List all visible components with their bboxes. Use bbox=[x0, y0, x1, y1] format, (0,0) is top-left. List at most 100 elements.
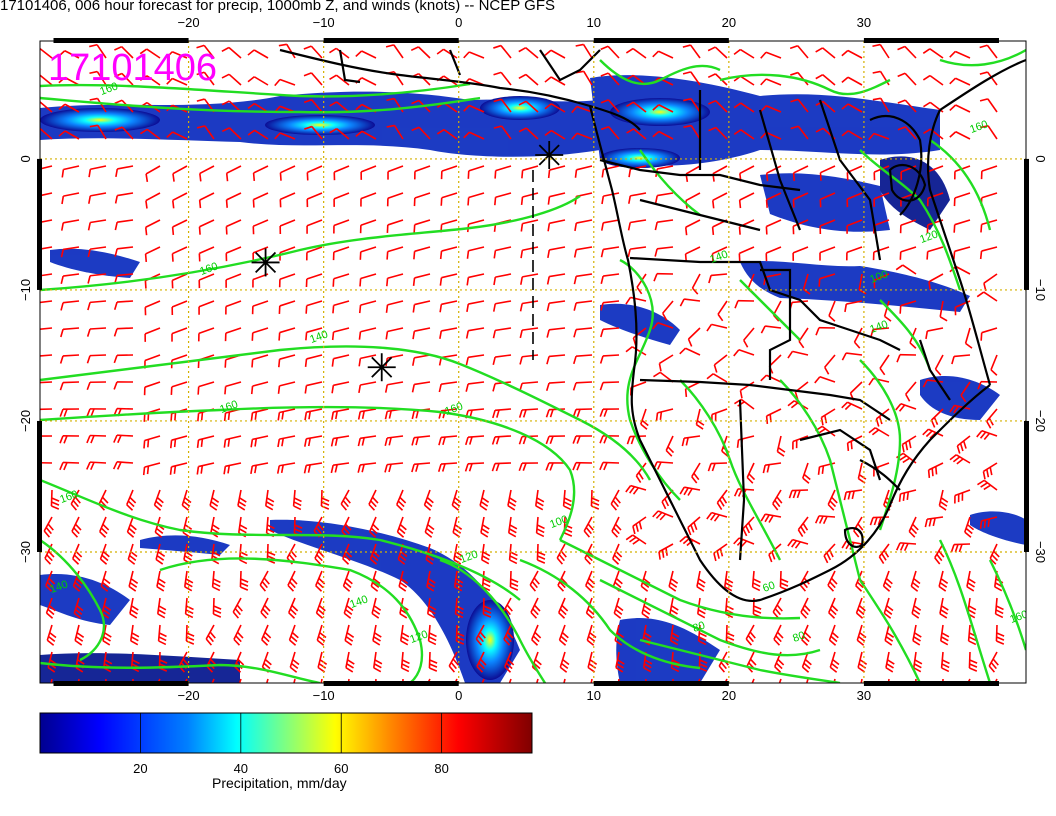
wind-barb bbox=[518, 100, 539, 113]
wind-barb bbox=[841, 130, 863, 140]
wind-barb bbox=[956, 435, 971, 454]
contour-label: 160 bbox=[218, 398, 239, 416]
wind-barb bbox=[384, 381, 404, 393]
wind-barb bbox=[559, 651, 570, 673]
wind-barb bbox=[706, 323, 728, 332]
wind-barb bbox=[911, 597, 922, 619]
wind-barb bbox=[40, 354, 53, 357]
wind-barb bbox=[571, 105, 593, 114]
wind-barb bbox=[261, 651, 272, 673]
wind-barb bbox=[641, 597, 652, 619]
frame-bar bbox=[593, 681, 729, 686]
wind-barb bbox=[114, 246, 134, 257]
precipitation-shading bbox=[40, 75, 1026, 683]
wind-barb bbox=[329, 74, 350, 86]
wind-barb bbox=[760, 325, 782, 334]
wind-barb bbox=[40, 219, 53, 224]
wind-barb bbox=[424, 516, 435, 538]
wind-barb bbox=[612, 543, 623, 565]
wind-barb bbox=[144, 246, 161, 262]
wind-barb bbox=[172, 165, 188, 182]
wind-barb bbox=[846, 192, 863, 208]
wind-barb bbox=[899, 219, 917, 234]
lat-lon-gridlines bbox=[40, 41, 1026, 683]
wind-barb bbox=[247, 76, 269, 86]
wind-barb bbox=[841, 103, 863, 113]
left-lat-tick: 0 bbox=[18, 155, 33, 162]
wind-barb bbox=[171, 273, 188, 289]
wind-barb bbox=[520, 219, 539, 232]
wind-barb bbox=[333, 219, 350, 234]
wind-barb bbox=[476, 651, 487, 673]
contour-label: 100 bbox=[548, 513, 569, 531]
wind-barb bbox=[535, 516, 545, 538]
wind-barb bbox=[632, 516, 647, 535]
wind-barb bbox=[827, 570, 838, 592]
wind-barb bbox=[426, 570, 436, 592]
wind-barb bbox=[114, 192, 134, 204]
wind-barb bbox=[333, 165, 350, 181]
wind-barb bbox=[439, 273, 458, 286]
wind-barb bbox=[74, 624, 85, 646]
wind-barb bbox=[949, 77, 971, 86]
wind-barb bbox=[357, 435, 377, 447]
wind-barb bbox=[40, 101, 53, 113]
wind-barb bbox=[223, 435, 242, 448]
wind-barb bbox=[545, 435, 566, 445]
wind-barb bbox=[713, 354, 728, 373]
wind-barb bbox=[600, 327, 620, 338]
frame-bar bbox=[593, 38, 729, 43]
wind-barb bbox=[278, 43, 296, 59]
wind-barb bbox=[895, 542, 917, 552]
wind-barb bbox=[669, 624, 680, 646]
wind-barb bbox=[169, 462, 188, 475]
wind-barb bbox=[288, 597, 299, 619]
left-lat-tick: −10 bbox=[18, 279, 33, 301]
wind-barb bbox=[251, 300, 269, 315]
wind-barb bbox=[697, 624, 707, 646]
wind-barb bbox=[359, 273, 377, 287]
wind-barb bbox=[734, 299, 755, 309]
wind-barb bbox=[480, 543, 491, 565]
wind-barb bbox=[912, 651, 923, 673]
wind-barb bbox=[89, 43, 107, 59]
wind-barb bbox=[45, 570, 56, 592]
wind-barb bbox=[860, 678, 863, 683]
wind-barb bbox=[590, 489, 600, 510]
wind-barb bbox=[305, 246, 323, 261]
wind-barb bbox=[315, 597, 326, 619]
wind-barb bbox=[872, 97, 890, 113]
wind-barb bbox=[940, 651, 950, 673]
wind-barb bbox=[590, 678, 593, 683]
wind-barb bbox=[683, 124, 701, 140]
wind-barb bbox=[520, 273, 539, 285]
wind-barb bbox=[183, 570, 194, 592]
wind-barb bbox=[519, 327, 539, 339]
bottom-lon-tick: 0 bbox=[455, 688, 462, 703]
wind-barb bbox=[733, 129, 755, 140]
wind-barb bbox=[654, 246, 674, 257]
wind-barb bbox=[372, 624, 382, 646]
wind-barb bbox=[743, 327, 755, 348]
wind-barb bbox=[198, 219, 215, 235]
wind-barb bbox=[882, 570, 893, 592]
wind-barb bbox=[411, 462, 431, 473]
wind-barb bbox=[233, 624, 244, 646]
wind-barb bbox=[988, 651, 999, 673]
wind-barb bbox=[166, 77, 188, 86]
wind-barb bbox=[359, 246, 377, 260]
wind-barb bbox=[86, 461, 107, 470]
wind-barb bbox=[815, 47, 836, 59]
wind-barb bbox=[145, 192, 161, 209]
map-title: 17101406, 006 hour forecast for precip, … bbox=[0, 0, 555, 14]
wind-barb bbox=[343, 597, 354, 619]
wind-barb bbox=[331, 354, 350, 367]
wind-barb bbox=[563, 678, 566, 683]
wind-barb bbox=[668, 570, 679, 592]
wind-barb bbox=[547, 219, 566, 232]
wind-barb bbox=[211, 678, 215, 683]
wind-barb bbox=[292, 489, 302, 511]
wind-barb bbox=[140, 128, 161, 140]
wind-barb bbox=[223, 462, 242, 475]
wind-barb bbox=[455, 624, 465, 645]
